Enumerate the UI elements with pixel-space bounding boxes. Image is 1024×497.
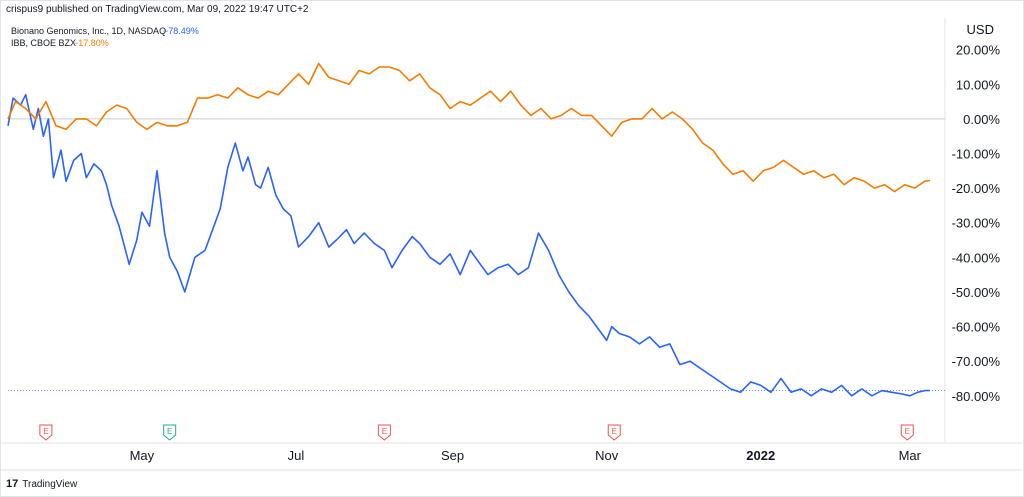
y-tick-label[interactable]: -70.00% [952, 354, 1001, 369]
x-tick-label[interactable]: Mar [899, 448, 922, 463]
earnings-marker-label: E [905, 427, 910, 436]
y-tick-label[interactable]: 0.00% [963, 112, 1000, 127]
earnings-marker[interactable]: E [163, 424, 177, 441]
x-tick-label[interactable]: 2022 [746, 448, 775, 463]
earnings-marker-label: E [612, 427, 617, 436]
earnings-marker-label: E [43, 427, 48, 436]
x-tick-label[interactable]: May [130, 448, 155, 463]
series-line-ibb[interactable] [7, 62, 931, 193]
y-tick-label[interactable]: 10.00% [956, 77, 1001, 92]
earnings-marker-label: E [382, 427, 387, 436]
legend-value-ibb: −17.80% [73, 38, 109, 48]
earnings-marker-badge[interactable] [377, 424, 391, 441]
x-tick-label[interactable]: Sep [441, 448, 464, 463]
tradingview-brand: TradingView [22, 478, 78, 490]
y-tick-label[interactable]: -40.00% [952, 250, 1001, 265]
earnings-marker[interactable]: E [39, 424, 53, 441]
y-tick-label[interactable]: -10.00% [952, 147, 1001, 162]
time-axis[interactable]: May Jul Sep Nov 2022 Mar [0, 442, 1022, 471]
series-line-bionano[interactable] [7, 93, 931, 397]
currency-label[interactable]: USD [967, 22, 994, 37]
x-tick-label[interactable]: Jul [288, 448, 305, 463]
legend-value-bionano: −78.49% [163, 26, 199, 36]
plot-area[interactable] [7, 62, 945, 397]
earnings-marker[interactable]: E [377, 424, 391, 441]
tradingview-logo: 17 [6, 478, 19, 490]
earnings-marker-label: E [167, 427, 172, 436]
y-tick-label[interactable]: -50.00% [952, 285, 1001, 300]
earnings-marker[interactable]: E [607, 424, 621, 441]
legend-series-ibb: IBB, CBOE BZX [11, 38, 76, 48]
y-tick-label[interactable]: -20.00% [952, 181, 1001, 196]
y-tick-label[interactable]: -30.00% [952, 216, 1001, 231]
legend-series-bionano: Bionano Genomics, Inc., 1D, NASDAQ [11, 26, 166, 36]
x-tick-label[interactable]: Nov [595, 448, 619, 463]
earnings-marker-badge[interactable] [607, 424, 621, 441]
earnings-marker[interactable]: E [900, 424, 914, 441]
y-tick-label[interactable]: -60.00% [952, 320, 1001, 335]
tradingview-footer[interactable]: 17 TradingView [6, 478, 77, 490]
price-axis[interactable]: USD 20.00% 10.00% 0.00% -10.00% -20.00% -30.0… [944, 18, 1001, 443]
y-tick-label[interactable]: -80.00% [952, 389, 1001, 404]
earnings-marker-badge[interactable] [163, 424, 177, 441]
publish-header: crispus9 published on TradingView.com, M… [6, 4, 309, 15]
earnings-marker-badge[interactable] [39, 424, 53, 441]
legend: Bionano Genomics, Inc., 1D, NASDAQ IBB, … [11, 26, 199, 48]
earnings-marker-badge[interactable] [900, 424, 914, 441]
y-tick-label[interactable]: 20.00% [956, 43, 1001, 58]
